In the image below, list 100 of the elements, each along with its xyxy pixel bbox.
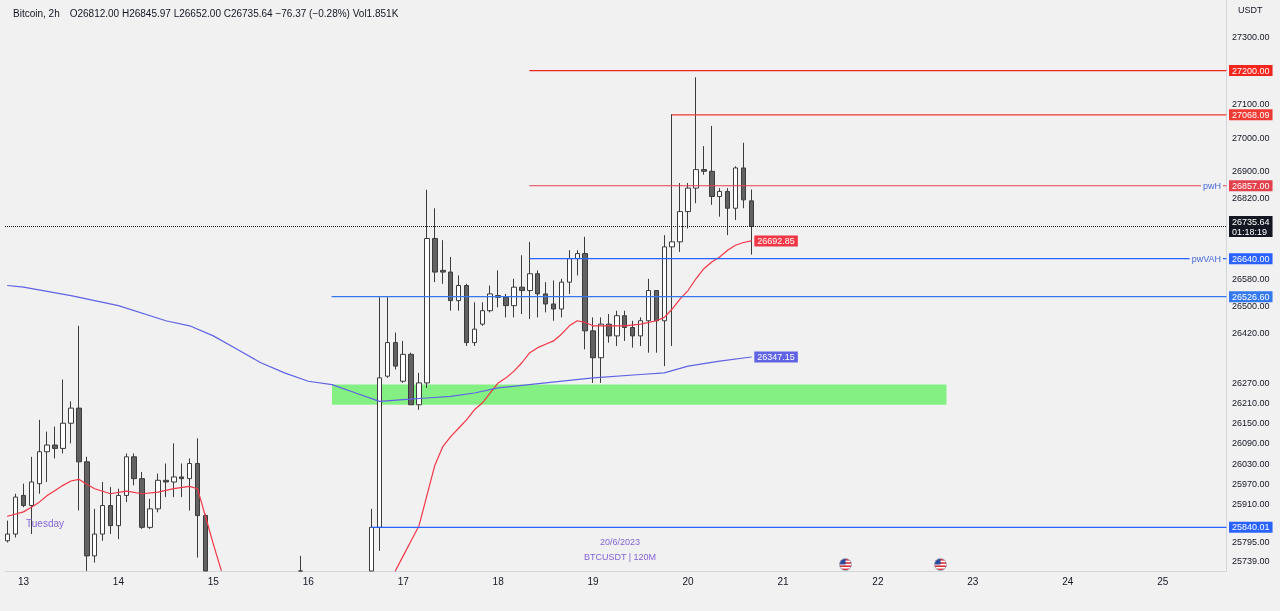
data-label: 27200.00 [1232,65,1270,76]
candlestick [717,187,722,218]
candlestick [147,498,153,530]
candlestick [701,145,707,176]
candlestick [646,278,651,354]
x-tick-label: 19 [587,575,600,587]
x-tick-label: 24 [1062,575,1074,587]
candlestick [590,316,596,384]
candlestick [662,234,667,367]
candlestick [100,481,105,542]
y-tick-label: 25970.00 [1232,478,1270,489]
x-tick-label: 16 [302,575,315,587]
candlestick [448,256,453,312]
candlestick [116,488,121,540]
candlestick [139,471,145,530]
candlestick [171,442,177,498]
data-label: 25840.01 [1232,522,1270,533]
candlestick [393,332,398,370]
candlestick [432,207,438,283]
candlestick [44,431,50,483]
x-tick-label: 23 [967,575,979,587]
y-tick-label: 27000.00 [1232,132,1270,143]
x-tick-label: 15 [207,575,220,587]
text: O26812.00 H26845.97 L26652.00 C26735.64 −76.37 (−0.28%) Vol1.851K [69,7,399,19]
text: Bitcoin, 2h [13,7,60,19]
candlestick [638,316,643,347]
y-tick-label: 26580.00 [1232,273,1270,284]
candlestick [456,274,461,312]
candlestick [511,278,517,318]
y-tick-label: 25795.00 [1232,537,1270,548]
candlestick [535,269,540,318]
candlestick [400,340,406,384]
candlestick [677,182,683,253]
y-tick-label: 26030.00 [1232,458,1270,469]
candlestick [503,293,509,318]
y-tick-label: 26500.00 [1232,300,1270,311]
y-axis-title: USDT [1238,4,1263,15]
candlestick [76,325,82,512]
candlestick [408,352,414,406]
candlestick [68,400,74,444]
candlestick [52,426,58,459]
candlestick [163,463,169,498]
candlestick [424,189,430,389]
x-tick-label: 17 [397,575,410,587]
candlestick [464,283,469,347]
x-tick-label: 20 [682,575,695,587]
candlestick [685,182,691,229]
y-tick-label: 26150.00 [1232,418,1270,429]
candlestick [630,320,635,349]
candlestick [559,278,564,318]
data-label: 26526.60 [1232,291,1270,302]
candlestick [195,437,200,559]
x-tick-label: 18 [492,575,505,587]
y-tick-label: 26420.00 [1232,327,1270,338]
candlestick [298,555,303,572]
y-tick-label: 26090.00 [1232,438,1270,449]
line-series [7,284,752,402]
candlestick [749,188,754,256]
data-label: 27068.09 [1232,109,1270,120]
candlestick [37,419,42,495]
candlestick [131,452,137,486]
candlestick [575,249,580,276]
candlestick [377,296,382,552]
candlestick [5,520,10,543]
candlestick [108,486,113,535]
x-tick-label: 13 [17,575,30,587]
data-label: 26857.00 [1232,180,1270,191]
candlestick [519,254,525,315]
candlestick [60,379,66,454]
candlestick [21,483,26,508]
annotation: 20/6/2023 [599,537,641,547]
y-tick-label: 27300.00 [1232,31,1270,42]
x-tick-label: 25 [1157,575,1169,587]
candlestick [567,249,572,295]
data-label: 26692.85 [757,235,795,246]
legend-label: pwH [1202,180,1221,191]
candlestick [187,457,192,512]
candlestick [487,285,493,313]
candlestick [527,241,533,320]
candlestick [598,316,604,384]
candlestick [416,372,422,411]
candlestick [741,142,746,209]
candlestick [440,239,446,285]
y-tick-label: 26270.00 [1232,377,1270,388]
candlestick [622,310,627,342]
y-tick-label: 25910.00 [1232,498,1270,509]
data-label: 26640.00 [1232,253,1270,264]
x-tick-label: 22 [872,575,884,587]
y-tick-label: 26820.00 [1232,193,1270,204]
y-tick-label: 27100.00 [1232,99,1270,110]
candlestick [385,296,390,379]
candlestick [725,187,730,236]
data-label: 26347.15 [757,351,795,362]
ref-line-label: 26735.64 01:18:19 [1232,216,1270,237]
legend-label: pwVAH [1191,253,1221,264]
candlestick [84,456,90,572]
candlestick [709,125,715,206]
candlestick [155,473,161,513]
candlestick [203,513,208,572]
y-tick-label: 26900.00 [1232,166,1270,177]
